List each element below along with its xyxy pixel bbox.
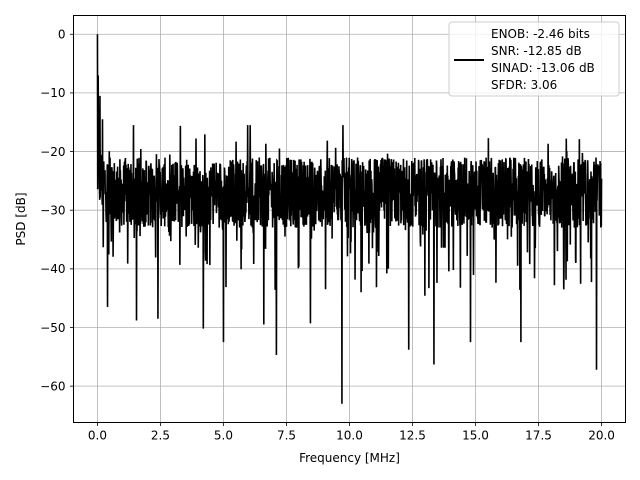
psd-series [96,34,603,404]
x-tick-label: 17.5 [525,429,552,443]
psd-line [96,34,603,404]
y-tick-label: −50 [40,321,65,335]
x-tick-label: 5.0 [214,429,233,443]
y-tick-label: −30 [40,204,65,218]
legend: ENOB: -2.46 bits SNR: -12.85 dB SINAD: -… [448,21,620,97]
x-tick-label: 7.5 [277,429,296,443]
x-tick-label: 12.5 [399,429,426,443]
x-tick-label: 10.0 [336,429,363,443]
x-axis-ticks: 0.0 2.5 5.0 7.5 10.0 12.5 15.0 17.5 20.0 [88,422,615,443]
legend-line-sfdr: SFDR: 3.06 [491,78,557,92]
legend-box [448,21,620,97]
y-tick-label: −10 [40,86,65,100]
y-tick-label: −40 [40,262,65,276]
y-tick-label: 0 [58,28,66,42]
legend-line-sinad: SINAD: -13.06 dB [491,61,595,75]
x-axis-label: Frequency [MHz] [299,451,400,465]
y-tick-label: −60 [40,379,65,393]
x-tick-label: 20.0 [588,429,615,443]
legend-line-enob: ENOB: -2.46 bits [491,27,590,41]
y-axis-ticks: 0 −10 −20 −30 −40 −50 −60 [40,28,74,393]
x-tick-label: 2.5 [151,429,170,443]
x-tick-label: 0.0 [88,429,107,443]
x-tick-label: 15.0 [462,429,489,443]
y-tick-label: −20 [40,145,65,159]
y-axis-label: PSD [dB] [14,192,28,245]
legend-line-snr: SNR: -12.85 dB [491,44,582,58]
